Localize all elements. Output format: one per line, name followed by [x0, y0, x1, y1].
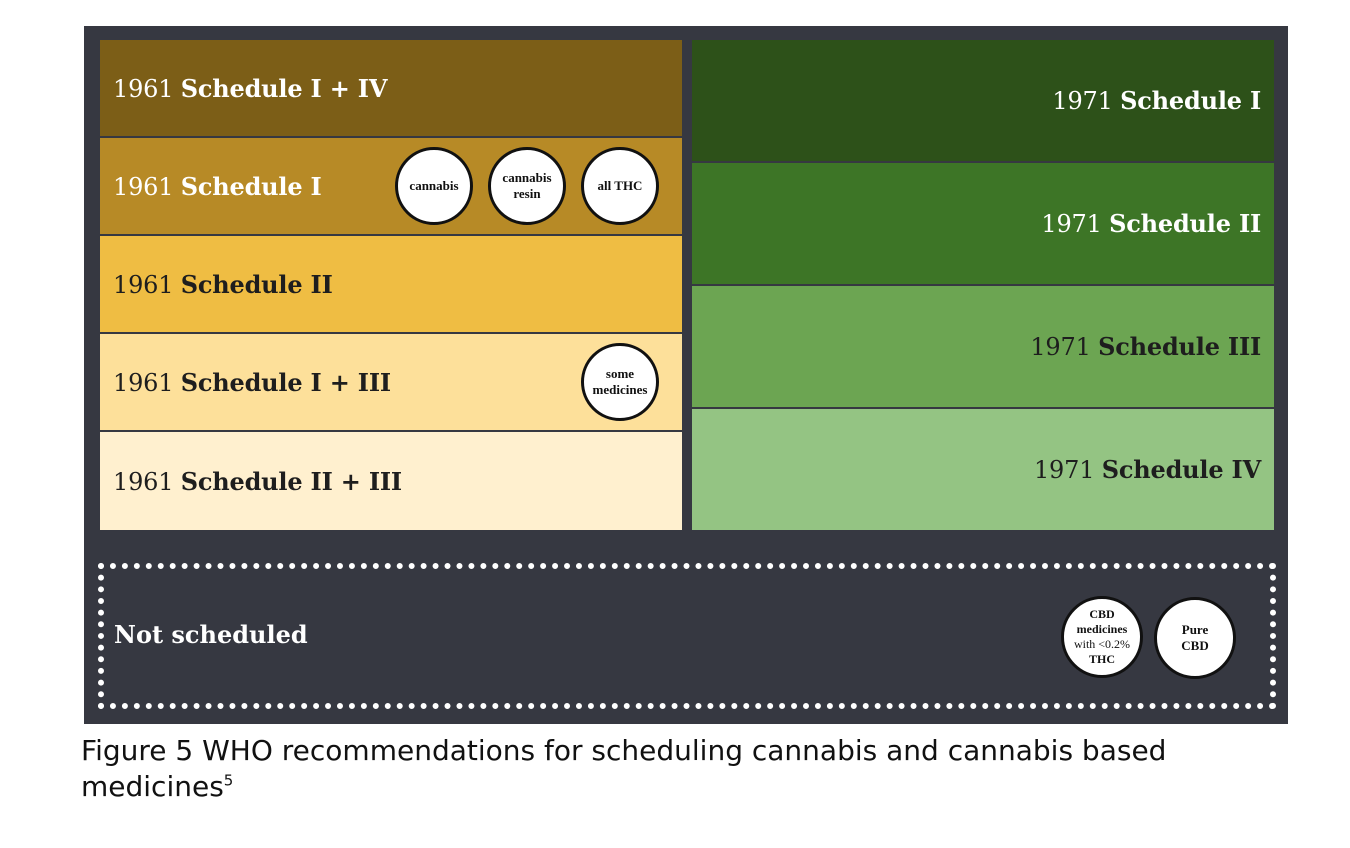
band-label: 1961 Schedule II: [113, 269, 333, 299]
band-label: 1971 Schedule I: [1052, 86, 1261, 115]
band-label: 1961 Schedule I: [113, 171, 322, 201]
band-label: 1971 Schedule II: [1041, 209, 1261, 238]
not-scheduled-region: [98, 563, 1276, 709]
band-1961-schedule-i-iv: 1961 Schedule I + IV: [100, 40, 682, 136]
pure-cbd-circle: Pure CBD: [1154, 597, 1236, 679]
cannabis-circle: cannabis: [395, 147, 473, 225]
band-label: 1961 Schedule II + III: [113, 466, 402, 496]
caption-superscript: 5: [223, 771, 234, 790]
figure-caption: Figure 5 WHO recommendations for schedul…: [81, 734, 1167, 803]
band-1961-schedule-ii-iii: 1961 Schedule II + III: [100, 432, 682, 530]
some-medicines-circle: some medicines: [581, 343, 659, 421]
cannabis-resin-circle: cannabis resin: [488, 147, 566, 225]
band-label: 1971 Schedule IV: [1033, 455, 1261, 484]
band-1961-schedule-ii: 1961 Schedule II: [100, 236, 682, 332]
cbd-medicines-circle: CBD medicines with <0.2% THC: [1061, 596, 1143, 678]
band-1971-schedule-ii: 1971 Schedule II: [692, 163, 1274, 284]
band-label: 1971 Schedule III: [1030, 332, 1261, 361]
band-label: 1961 Schedule I + IV: [113, 73, 388, 103]
diagram-panel: 1961 Schedule I + IV 1961 Schedule I 196…: [84, 26, 1288, 724]
all-thc-circle: all THC: [581, 147, 659, 225]
band-1971-schedule-iii: 1971 Schedule III: [692, 286, 1274, 407]
band-label: 1961 Schedule I + III: [113, 367, 391, 397]
not-scheduled-label: Not scheduled: [114, 620, 308, 649]
band-1971-schedule-i: 1971 Schedule I: [692, 40, 1274, 161]
band-1971-schedule-iv: 1971 Schedule IV: [692, 409, 1274, 530]
